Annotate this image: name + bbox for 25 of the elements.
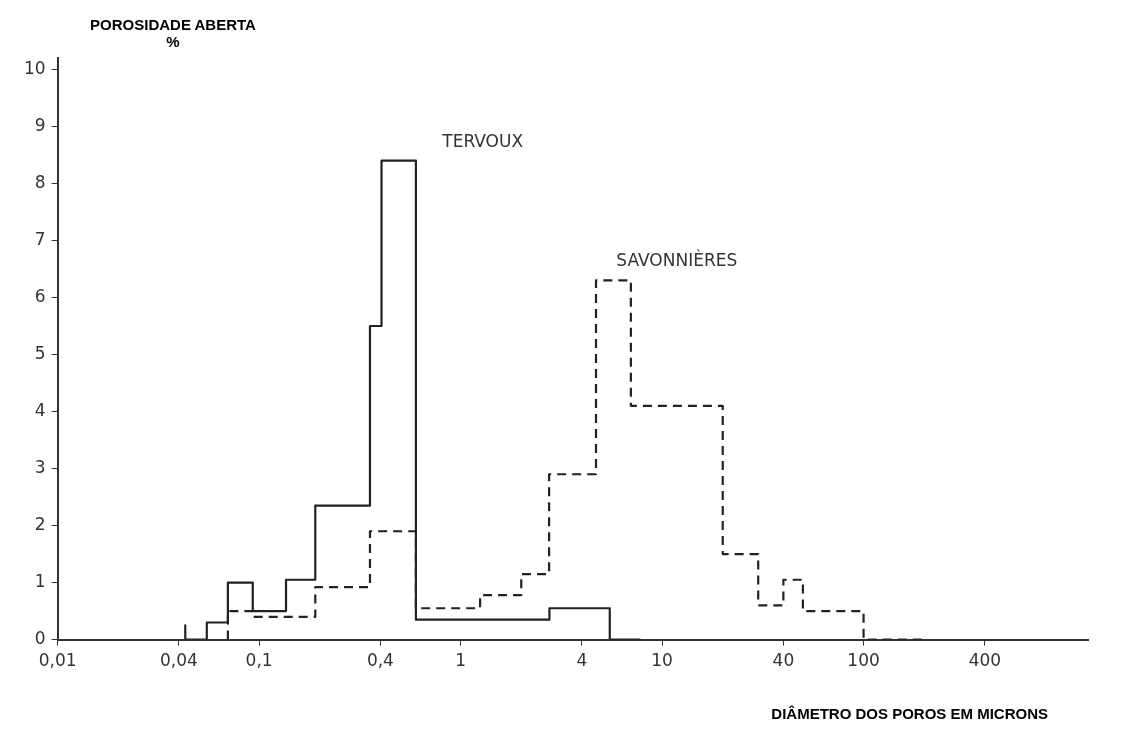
y-tick-label: 6 <box>34 285 46 306</box>
x-tick-label: 10 <box>651 650 673 671</box>
x-tick-label: 400 <box>968 650 1002 671</box>
y-tick-label: 3 <box>34 456 46 477</box>
y-tick-label: 5 <box>34 342 46 363</box>
x-axis-title: DIÂMETRO DOS POROS EM MICRONS <box>771 705 1048 722</box>
series-label: TERVOUX <box>441 130 524 151</box>
x-tick-label: 0,1 <box>245 650 273 671</box>
y-tick-label: 7 <box>34 228 46 249</box>
y-tick-label: 2 <box>34 513 46 534</box>
y-tick-label: 9 <box>34 114 46 135</box>
y-tick-label: 8 <box>34 171 46 192</box>
x-tick-label: 40 <box>772 650 795 671</box>
x-tick-label: 0,04 <box>160 650 198 671</box>
x-tick-label: 1 <box>455 650 467 671</box>
y-axis-title: POROSIDADE ABERTA % <box>89 16 257 50</box>
x-tick-label: 0,01 <box>38 650 77 671</box>
y-tick-label: 4 <box>34 399 46 420</box>
x-tick-label: 0,4 <box>366 650 394 671</box>
y-tick-label: 0 <box>34 628 46 649</box>
x-tick-label: 4 <box>576 650 588 671</box>
y-tick-label: 10 <box>23 57 46 78</box>
series-label: SAVONNIÈRES <box>616 249 738 271</box>
y-tick-label: 1 <box>34 571 46 591</box>
x-tick-label: 100 <box>847 650 880 671</box>
